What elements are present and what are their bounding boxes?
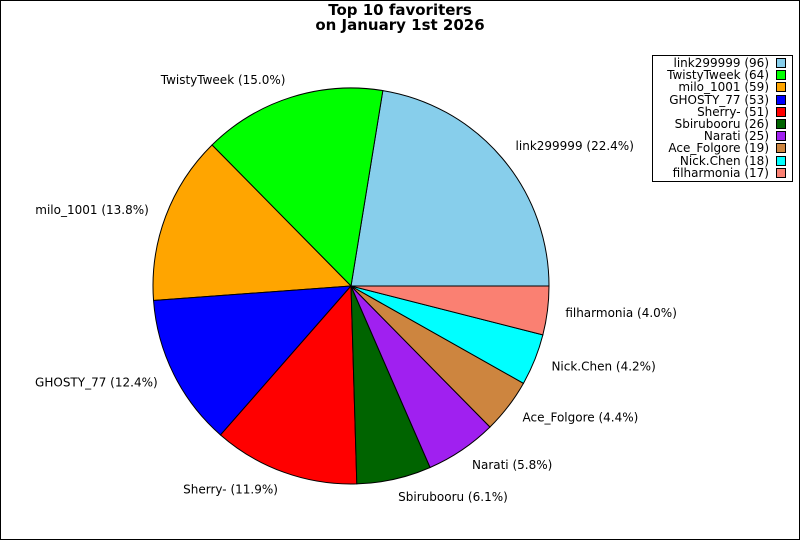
legend-item: TwistyTweek (64) bbox=[653, 69, 792, 81]
legend-item: Ace_Folgore (19) bbox=[653, 142, 792, 154]
pie-slice-filharmonia bbox=[350, 285, 550, 336]
legend-swatch bbox=[776, 119, 786, 130]
legend-item: link299999 (96) bbox=[653, 57, 792, 69]
legend-label: milo_1001 (59) bbox=[678, 80, 769, 95]
legend-item: milo_1001 (59) bbox=[653, 81, 792, 93]
legend-item: Narati (25) bbox=[653, 130, 792, 142]
legend-label: TwistyTweek (64) bbox=[667, 68, 769, 83]
legend-item: GHOSTY_77 (53) bbox=[653, 94, 792, 106]
legend-swatch bbox=[776, 106, 786, 117]
pie-slice-link299999 bbox=[350, 90, 550, 287]
slice-label: link299999 (22.4%) bbox=[516, 139, 634, 153]
slice-label: GHOSTY_77 (12.4%) bbox=[35, 375, 158, 389]
legend-label: Ace_Folgore (19) bbox=[668, 141, 769, 156]
legend-item: filharmonia (17) bbox=[653, 167, 792, 179]
chart-title-line-1: Top 10 favoriters bbox=[328, 1, 472, 19]
legend-item: Nick.Chen (18) bbox=[653, 155, 792, 167]
legend-swatch bbox=[776, 58, 786, 69]
slice-label: Sbirubooru (6.1%) bbox=[398, 490, 508, 504]
legend-label: Nick.Chen (18) bbox=[679, 153, 769, 168]
legend-swatch bbox=[776, 155, 786, 166]
legend-swatch bbox=[776, 70, 786, 81]
legend-label: Sherry- (51) bbox=[697, 104, 769, 119]
legend-swatch bbox=[776, 82, 786, 93]
slice-label: filharmonia (4.0%) bbox=[565, 306, 677, 320]
legend-swatch bbox=[776, 94, 786, 105]
legend-item: Sherry- (51) bbox=[653, 106, 792, 118]
legend-label: filharmonia (17) bbox=[672, 165, 769, 180]
slice-label: Sherry- (11.9%) bbox=[183, 482, 278, 496]
legend-label: Sbirubooru (26) bbox=[674, 117, 769, 132]
chart-title-line-2: on January 1st 2026 bbox=[315, 16, 485, 34]
slice-label: milo_1001 (13.8%) bbox=[35, 203, 149, 217]
legend: link299999 (96) TwistyTweek (64) milo_1001… bbox=[652, 55, 793, 182]
legend-swatch bbox=[776, 131, 786, 142]
slice-label: Nick.Chen (4.2%) bbox=[551, 359, 655, 373]
pie-slice-Sherry- bbox=[219, 284, 358, 485]
legend-item: Sbirubooru (26) bbox=[653, 118, 792, 130]
slice-label: TwistyTweek (15.0%) bbox=[160, 73, 286, 87]
slice-label: Ace_Folgore (4.4%) bbox=[523, 410, 639, 424]
slice-label: Narati (5.8%) bbox=[472, 458, 552, 472]
pie-slice-milo_1001 bbox=[152, 144, 353, 302]
legend-label: GHOSTY_77 (53) bbox=[669, 92, 769, 107]
pie-slice-TwistyTweek bbox=[211, 87, 384, 288]
legend-label: Narati (25) bbox=[703, 129, 769, 144]
pie-slice-GHOSTY_77 bbox=[152, 285, 353, 436]
legend-swatch bbox=[776, 143, 786, 154]
chart-title: Top 10 favoriters on January 1st 2026 bbox=[1, 3, 799, 33]
legend-label: link299999 (96) bbox=[673, 56, 769, 71]
legend-swatch bbox=[776, 167, 786, 178]
